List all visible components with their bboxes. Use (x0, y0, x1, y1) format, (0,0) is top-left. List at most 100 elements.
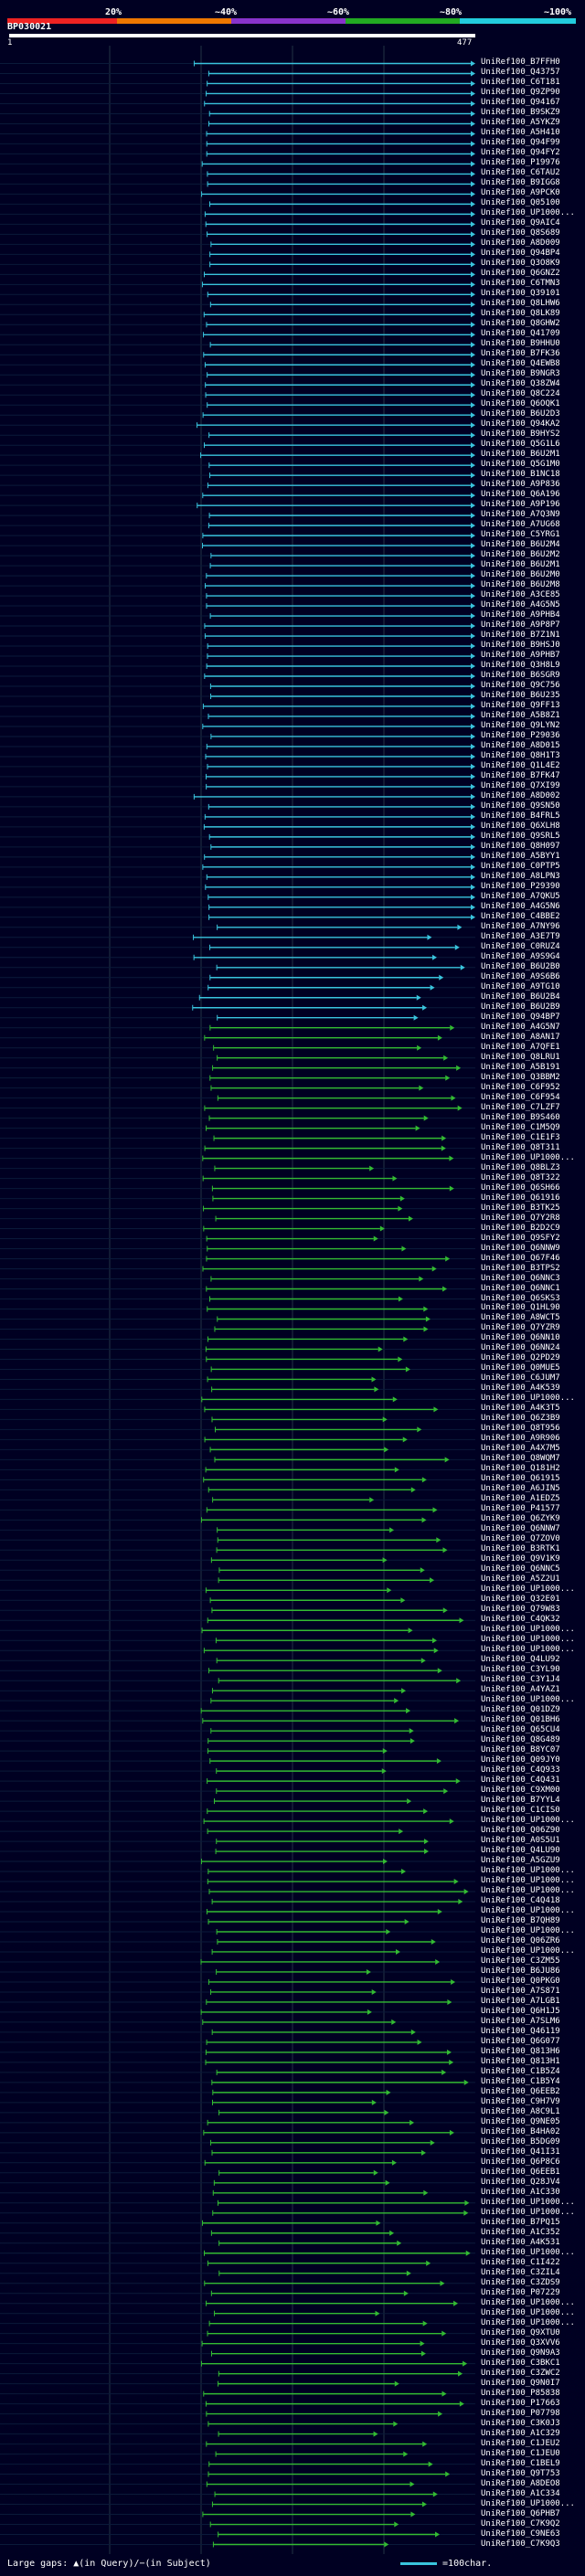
hit-label[interactable]: UniRef100_Q67F46 (481, 1253, 560, 1263)
hit-label[interactable]: UniRef100_B9HHU0 (481, 339, 560, 349)
hit-label[interactable]: UniRef100_A5B191 (481, 1062, 560, 1072)
hit-label[interactable]: UniRef100_Q01DZ9 (481, 1705, 560, 1715)
hit-label[interactable]: UniRef100_Q6P8C6 (481, 2157, 560, 2167)
hit-label[interactable]: UniRef100_Q9AIC4 (481, 218, 560, 228)
hit-label[interactable]: UniRef100_B3RTK1 (481, 1544, 560, 1554)
hit-label[interactable]: UniRef100_UP1000... (481, 1152, 575, 1162)
hit-label[interactable]: UniRef100_Q9XTU0 (481, 2327, 560, 2337)
hit-label[interactable]: UniRef100_A9TG10 (481, 981, 560, 991)
hit-label[interactable]: UniRef100_A9PHB7 (481, 651, 560, 661)
hit-label[interactable]: UniRef100_C4QK32 (481, 1615, 560, 1625)
hit-label[interactable]: UniRef100_A9PCK0 (481, 188, 560, 198)
hit-label[interactable]: UniRef100_Q9FF13 (481, 700, 560, 710)
hit-label[interactable]: UniRef100_UP1000... (481, 2498, 575, 2508)
hit-label[interactable]: UniRef100_Q5G1L6 (481, 440, 560, 450)
hit-label[interactable]: UniRef100_Q9SN50 (481, 800, 560, 811)
hit-label[interactable]: UniRef100_A1C334 (481, 2488, 560, 2498)
hit-label[interactable]: UniRef100_Q8H097 (481, 841, 560, 851)
hit-label[interactable]: UniRef100_Q43757 (481, 68, 560, 78)
hit-label[interactable]: UniRef100_A1EDZ5 (481, 1494, 560, 1504)
hit-label[interactable]: UniRef100_A4G5N7 (481, 1022, 560, 1032)
hit-label[interactable]: UniRef100_A7LGB1 (481, 1996, 560, 2006)
hit-label[interactable]: UniRef100_Q61916 (481, 1193, 560, 1203)
hit-label[interactable]: UniRef100_C3K0J3 (481, 2418, 560, 2428)
hit-label[interactable]: UniRef100_B5DG09 (481, 2136, 560, 2147)
hit-label[interactable]: UniRef100_UP1000... (481, 1866, 575, 1876)
hit-label[interactable]: UniRef100_A8LPN3 (481, 871, 560, 881)
hit-label[interactable]: UniRef100_B6U2M1 (481, 450, 560, 460)
hit-label[interactable]: UniRef100_Q7XI99 (481, 780, 560, 790)
hit-label[interactable]: UniRef100_Q0MUE5 (481, 1363, 560, 1373)
hit-label[interactable]: UniRef100_B4FRL5 (481, 811, 560, 821)
hit-label[interactable]: UniRef100_Q3XVV6 (481, 2337, 560, 2348)
hit-label[interactable]: UniRef100_Q4LU90 (481, 1846, 560, 1856)
hit-label[interactable]: UniRef100_A1C329 (481, 2428, 560, 2438)
hit-label[interactable]: UniRef100_B6U2B0 (481, 961, 560, 971)
hit-label[interactable]: UniRef100_A9R906 (481, 1434, 560, 1444)
hit-label[interactable]: UniRef100_A4X7M5 (481, 1444, 560, 1454)
hit-label[interactable]: UniRef100_Q8LRU1 (481, 1052, 560, 1062)
hit-label[interactable]: UniRef100_Q8GHW2 (481, 319, 560, 329)
hit-label[interactable]: UniRef100_B9HYS2 (481, 429, 560, 440)
hit-label[interactable]: UniRef100_B1NC18 (481, 470, 560, 480)
hit-label[interactable]: UniRef100_A4YAZ1 (481, 1685, 560, 1695)
hit-label[interactable]: UniRef100_Q46119 (481, 2026, 560, 2036)
hit-label[interactable]: UniRef100_Q8C224 (481, 389, 560, 399)
hit-label[interactable]: UniRef100_C1E1F3 (481, 1132, 560, 1142)
hit-label[interactable]: UniRef100_C7K9Q3 (481, 2539, 560, 2549)
hit-label[interactable]: UniRef100_A5YKZ9 (481, 118, 560, 128)
hit-label[interactable]: UniRef100_Q94KA2 (481, 419, 560, 429)
hit-label[interactable]: UniRef100_A5Z2U1 (481, 1574, 560, 1585)
hit-label[interactable]: UniRef100_Q4EWB8 (481, 359, 560, 369)
hit-label[interactable]: UniRef100_UP1000... (481, 2297, 575, 2307)
hit-label[interactable]: UniRef100_Q7ZOV0 (481, 1534, 560, 1544)
hit-label[interactable]: UniRef100_UP1000... (481, 1695, 575, 1705)
hit-label[interactable]: UniRef100_Q6NNC1 (481, 1283, 560, 1293)
hit-label[interactable]: UniRef100_P17663 (481, 2398, 560, 2408)
hit-label[interactable]: UniRef100_C4Q431 (481, 1776, 560, 1786)
hit-label[interactable]: UniRef100_A7QKU5 (481, 891, 560, 901)
hit-label[interactable]: UniRef100_UP1000... (481, 2197, 575, 2207)
hit-label[interactable]: UniRef100_B6U2M1 (481, 560, 560, 570)
hit-label[interactable]: UniRef100_C6F954 (481, 1092, 560, 1102)
hit-label[interactable]: UniRef100_B7FK36 (481, 349, 560, 359)
hit-label[interactable]: UniRef100_A4K531 (481, 2237, 560, 2247)
hit-label[interactable]: UniRef100_B6U2M2 (481, 550, 560, 560)
hit-label[interactable]: UniRef100_B9IGG8 (481, 178, 560, 188)
hit-label[interactable]: UniRef100_UP1000... (481, 208, 575, 218)
hit-label[interactable]: UniRef100_B7PQ15 (481, 2217, 560, 2227)
hit-label[interactable]: UniRef100_A4K539 (481, 1383, 560, 1394)
hit-label[interactable]: UniRef100_A9PHB4 (481, 610, 560, 620)
hit-label[interactable]: UniRef100_A5BYY1 (481, 851, 560, 861)
hit-label[interactable]: UniRef100_A8D002 (481, 790, 560, 800)
hit-label[interactable]: UniRef100_Q6NNC3 (481, 1273, 560, 1283)
hit-label[interactable]: UniRef100_Q8H1T3 (481, 750, 560, 760)
hit-label[interactable]: UniRef100_Q6EEB1 (481, 2167, 560, 2177)
hit-label[interactable]: UniRef100_C3ZDS9 (481, 2277, 560, 2287)
hit-label[interactable]: UniRef100_C1JEU0 (481, 2448, 560, 2458)
hit-label[interactable]: UniRef100_C9H7V9 (481, 2096, 560, 2106)
hit-label[interactable]: UniRef100_C4BBE2 (481, 911, 560, 921)
hit-label[interactable]: UniRef100_Q9V1K9 (481, 1554, 560, 1564)
hit-label[interactable]: UniRef100_UP1000... (481, 1635, 575, 1645)
hit-label[interactable]: UniRef100_C6JUM7 (481, 1373, 560, 1383)
hit-label[interactable]: UniRef100_B8YC07 (481, 1745, 560, 1755)
hit-label[interactable]: UniRef100_C9NE63 (481, 2528, 560, 2539)
hit-label[interactable]: UniRef100_A5GZU9 (481, 1856, 560, 1866)
hit-label[interactable]: UniRef100_Q09JY0 (481, 1755, 560, 1765)
hit-label[interactable]: UniRef100_Q6OQK1 (481, 399, 560, 409)
hit-label[interactable]: UniRef100_B7FK47 (481, 770, 560, 780)
hit-label[interactable]: UniRef100_Q6NN24 (481, 1343, 560, 1353)
hit-label[interactable]: UniRef100_B4HA02 (481, 2126, 560, 2136)
hit-label[interactable]: UniRef100_Q8LHW6 (481, 299, 560, 309)
hit-label[interactable]: UniRef100_Q6SKS3 (481, 1293, 560, 1303)
hit-label[interactable]: UniRef100_Q94BP7 (481, 1012, 560, 1022)
hit-label[interactable]: UniRef100_Q9T753 (481, 2468, 560, 2478)
hit-label[interactable]: UniRef100_C1M5Q9 (481, 1122, 560, 1132)
hit-label[interactable]: UniRef100_A9S9G4 (481, 951, 560, 961)
hit-label[interactable]: UniRef100_C1BEL9 (481, 2458, 560, 2468)
hit-label[interactable]: UniRef100_B6SGR9 (481, 671, 560, 680)
hit-label[interactable]: UniRef100_Q6NNW9 (481, 1243, 560, 1253)
hit-label[interactable]: UniRef100_A7S871 (481, 1986, 560, 1996)
hit-label[interactable]: UniRef100_Q6GNZ2 (481, 269, 560, 279)
